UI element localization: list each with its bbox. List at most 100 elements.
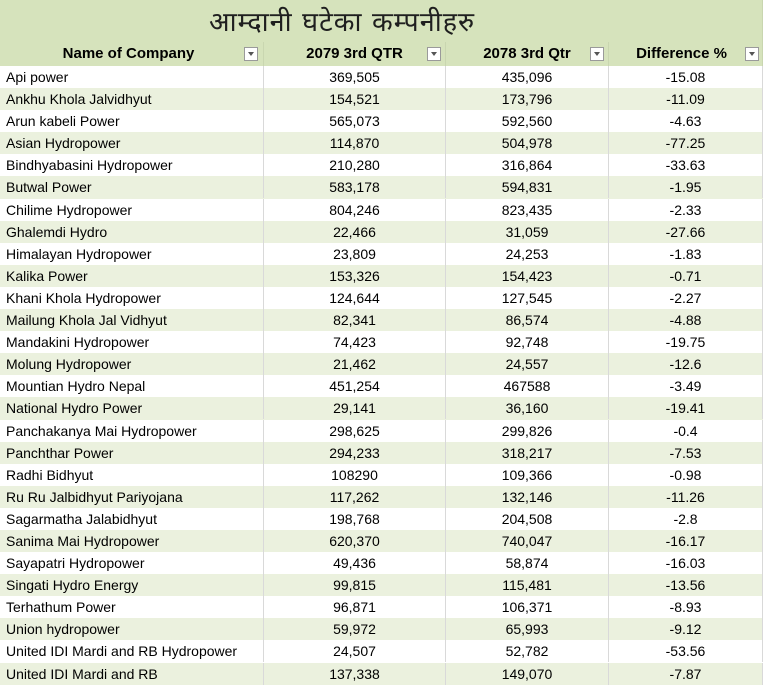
difference-cell[interactable]: -0.4 — [609, 419, 763, 442]
qtr-2079-cell[interactable]: 23,809 — [264, 242, 446, 265]
table-row[interactable]: Himalayan Hydropower 23,809 24,253 -1.83 — [0, 242, 763, 265]
company-name-cell[interactable]: Kalika Power — [0, 264, 264, 287]
header-company[interactable]: Name of Company — [0, 42, 264, 66]
difference-cell[interactable]: -8.93 — [609, 596, 763, 619]
qtr-2079-cell[interactable]: 294,233 — [264, 441, 446, 464]
company-name-cell[interactable]: Bindhyabasini Hydropower — [0, 154, 264, 177]
qtr-2079-cell[interactable]: 21,462 — [264, 353, 446, 376]
qtr-2079-cell[interactable]: 117,262 — [264, 485, 446, 508]
table-row[interactable]: Union hydropower 59,972 65,993 -9.12 — [0, 618, 763, 641]
qtr-2078-cell[interactable]: 109,366 — [446, 463, 609, 486]
company-name-cell[interactable]: Panchthar Power — [0, 441, 264, 464]
filter-dropdown-icon[interactable] — [244, 47, 258, 61]
company-name-cell[interactable]: Terhathum Power — [0, 596, 264, 619]
qtr-2079-cell[interactable]: 583,178 — [264, 176, 446, 199]
qtr-2078-cell[interactable]: 132,146 — [446, 485, 609, 508]
table-row[interactable]: Api power 369,505 435,096 -15.08 — [0, 66, 763, 89]
difference-cell[interactable]: -11.09 — [609, 88, 763, 111]
table-row[interactable]: National Hydro Power 29,141 36,160 -19.41 — [0, 397, 763, 420]
table-row[interactable]: Mandakini Hydropower 74,423 92,748 -19.75 — [0, 331, 763, 354]
table-row[interactable]: Ghalemdi Hydro 22,466 31,059 -27.66 — [0, 220, 763, 243]
difference-cell[interactable]: -19.41 — [609, 397, 763, 420]
qtr-2079-cell[interactable]: 99,815 — [264, 574, 446, 597]
qtr-2078-cell[interactable]: 127,545 — [446, 286, 609, 309]
difference-cell[interactable]: -9.12 — [609, 618, 763, 641]
qtr-2078-cell[interactable]: 115,481 — [446, 574, 609, 597]
difference-cell[interactable]: -7.53 — [609, 441, 763, 464]
filter-dropdown-icon[interactable] — [590, 47, 604, 61]
difference-cell[interactable]: -2.27 — [609, 286, 763, 309]
header-difference[interactable]: Difference % — [609, 42, 763, 66]
qtr-2079-cell[interactable]: 74,423 — [264, 331, 446, 354]
qtr-2078-cell[interactable]: 149,070 — [446, 662, 609, 685]
qtr-2079-cell[interactable]: 620,370 — [264, 529, 446, 552]
qtr-2079-cell[interactable]: 114,870 — [264, 132, 446, 155]
table-row[interactable]: Molung Hydropower 21,462 24,557 -12.6 — [0, 353, 763, 376]
header-2079[interactable]: 2079 3rd QTR — [264, 42, 446, 66]
company-name-cell[interactable]: Mandakini Hydropower — [0, 331, 264, 354]
qtr-2079-cell[interactable]: 198,768 — [264, 507, 446, 530]
qtr-2079-cell[interactable]: 804,246 — [264, 198, 446, 221]
difference-cell[interactable]: -15.08 — [609, 66, 763, 88]
table-row[interactable]: Butwal Power 583,178 594,831 -1.95 — [0, 176, 763, 199]
difference-cell[interactable]: -27.66 — [609, 220, 763, 243]
company-name-cell[interactable]: Panchakanya Mai Hydropower — [0, 419, 264, 442]
qtr-2079-cell[interactable]: 298,625 — [264, 419, 446, 442]
qtr-2078-cell[interactable]: 24,557 — [446, 353, 609, 376]
table-row[interactable]: Chilime Hydropower 804,246 823,435 -2.33 — [0, 198, 763, 221]
table-row[interactable]: Sayapatri Hydropower 49,436 58,874 -16.03 — [0, 552, 763, 575]
filter-dropdown-icon[interactable] — [745, 47, 759, 61]
qtr-2079-cell[interactable]: 137,338 — [264, 662, 446, 685]
qtr-2078-cell[interactable]: 504,978 — [446, 132, 609, 155]
table-row[interactable]: Mountian Hydro Nepal 451,254 467588 -3.49 — [0, 375, 763, 398]
qtr-2078-cell[interactable]: 299,826 — [446, 419, 609, 442]
difference-cell[interactable]: -16.17 — [609, 529, 763, 552]
company-name-cell[interactable]: Ankhu Khola Jalvidhyut — [0, 88, 264, 111]
qtr-2079-cell[interactable]: 369,505 — [264, 66, 446, 88]
table-row[interactable]: Arun kabeli Power 565,073 592,560 -4.63 — [0, 110, 763, 133]
difference-cell[interactable]: -11.26 — [609, 485, 763, 508]
qtr-2078-cell[interactable]: 106,371 — [446, 596, 609, 619]
company-name-cell[interactable]: Butwal Power — [0, 176, 264, 199]
company-name-cell[interactable]: United IDI Mardi and RB — [0, 662, 264, 685]
filter-dropdown-icon[interactable] — [427, 47, 441, 61]
qtr-2078-cell[interactable]: 52,782 — [446, 640, 609, 663]
difference-cell[interactable]: -0.71 — [609, 264, 763, 287]
company-name-cell[interactable]: Arun kabeli Power — [0, 110, 264, 133]
company-name-cell[interactable]: Asian Hydropower — [0, 132, 264, 155]
qtr-2079-cell[interactable]: 451,254 — [264, 375, 446, 398]
difference-cell[interactable]: -2.8 — [609, 507, 763, 530]
qtr-2078-cell[interactable]: 740,047 — [446, 529, 609, 552]
difference-cell[interactable]: -3.49 — [609, 375, 763, 398]
table-row[interactable]: Asian Hydropower 114,870 504,978 -77.25 — [0, 132, 763, 155]
table-row[interactable]: United IDI Mardi and RB Hydropower 24,507… — [0, 640, 763, 663]
difference-cell[interactable]: -19.75 — [609, 331, 763, 354]
table-row[interactable]: Radhi Bidhyut 108290 109,366 -0.98 — [0, 463, 763, 486]
table-row[interactable]: Ankhu Khola Jalvidhyut 154,521 173,796 -11.… — [0, 88, 763, 111]
qtr-2079-cell[interactable]: 59,972 — [264, 618, 446, 641]
qtr-2079-cell[interactable]: 49,436 — [264, 552, 446, 575]
table-row[interactable]: Singati Hydro Energy 99,815 115,481 -13.56 — [0, 574, 763, 597]
company-name-cell[interactable]: Mountian Hydro Nepal — [0, 375, 264, 398]
qtr-2079-cell[interactable]: 124,644 — [264, 286, 446, 309]
company-name-cell[interactable]: Ghalemdi Hydro — [0, 220, 264, 243]
qtr-2079-cell[interactable]: 22,466 — [264, 220, 446, 243]
difference-cell[interactable]: -1.83 — [609, 242, 763, 265]
company-name-cell[interactable]: Mailung Khola Jal Vidhyut — [0, 309, 264, 332]
qtr-2079-cell[interactable]: 154,521 — [264, 88, 446, 111]
qtr-2079-cell[interactable]: 29,141 — [264, 397, 446, 420]
difference-cell[interactable]: -77.25 — [609, 132, 763, 155]
qtr-2078-cell[interactable]: 92,748 — [446, 331, 609, 354]
qtr-2078-cell[interactable]: 31,059 — [446, 220, 609, 243]
company-name-cell[interactable]: Molung Hydropower — [0, 353, 264, 376]
table-row[interactable]: Kalika Power 153,326 154,423 -0.71 — [0, 264, 763, 287]
difference-cell[interactable]: -12.6 — [609, 353, 763, 376]
table-row[interactable]: Sagarmatha Jalabidhyut 198,768 204,508 -2.8 — [0, 507, 763, 530]
difference-cell[interactable]: -2.33 — [609, 198, 763, 221]
company-name-cell[interactable]: Sayapatri Hydropower — [0, 552, 264, 575]
company-name-cell[interactable]: Ru Ru Jalbidhyut Pariyojana — [0, 485, 264, 508]
difference-cell[interactable]: -7.87 — [609, 662, 763, 685]
company-name-cell[interactable]: Radhi Bidhyut — [0, 463, 264, 486]
qtr-2078-cell[interactable]: 316,864 — [446, 154, 609, 177]
company-name-cell[interactable]: Api power — [0, 66, 264, 88]
